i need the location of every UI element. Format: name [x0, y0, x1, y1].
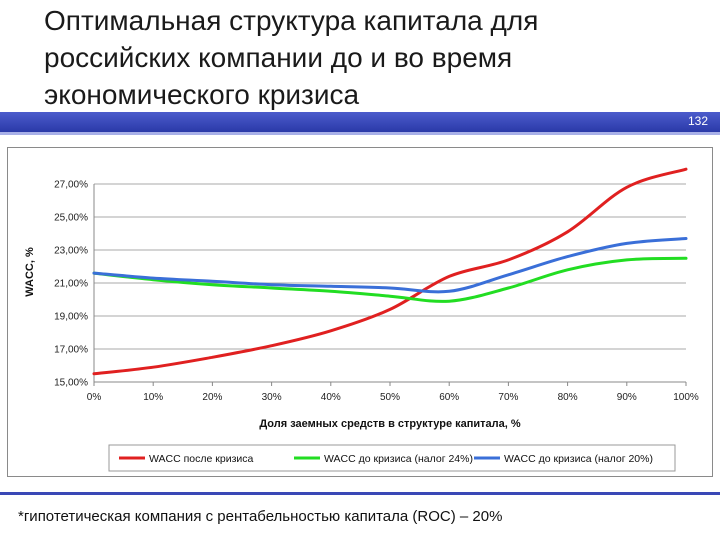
y-tick-label: 27,00% — [54, 180, 88, 191]
y-tick-label: 19,00% — [54, 312, 88, 323]
footnote: *гипотетическая компания с рентабельност… — [18, 508, 503, 525]
slide-number: 132 — [687, 114, 708, 128]
bottom-rule — [0, 492, 720, 495]
y-axis-title: WACC, % — [24, 247, 36, 297]
y-tick-label: 21,00% — [54, 279, 88, 290]
title-bar-stripe — [0, 132, 720, 135]
legend-label-1: WACC после кризиса — [149, 453, 253, 465]
legend-label-2: WACC до кризиса (налог 24%) — [324, 453, 473, 465]
x-tick-label: 30% — [262, 392, 282, 403]
title-bar — [0, 112, 720, 132]
x-tick-label: 40% — [321, 392, 341, 403]
y-tick-label: 17,00% — [54, 345, 88, 356]
legend-label-3: WACC до кризиса (налог 20%) — [504, 453, 653, 465]
x-tick-label: 20% — [202, 392, 222, 403]
x-tick-label: 90% — [617, 392, 637, 403]
x-tick-label: 80% — [558, 392, 578, 403]
legend-box — [108, 444, 676, 472]
y-tick-label: 25,00% — [54, 213, 88, 224]
series-line-2 — [92, 256, 688, 303]
slide-title: Оптимальная структура капитала для росси… — [44, 5, 539, 110]
wacc-line-chart: 15,00% 17,00% 19,00% 21,00% 23,00% 25,00% 27,0… — [24, 167, 699, 472]
x-tick-label: 100% — [673, 392, 699, 403]
x-axis-title: Доля заемных средств в структуре капитал… — [259, 418, 521, 430]
x-tick-label: 50% — [380, 392, 400, 403]
y-tick-label: 15,00% — [54, 378, 88, 389]
series-line-3 — [92, 237, 688, 294]
legend: WACC после кризиса WACC до кризиса (налог… — [108, 444, 676, 472]
series-layer — [92, 167, 688, 376]
legend-items: WACC после кризиса WACC до кризиса (налог… — [119, 453, 653, 465]
axis-layer: 15,00% 17,00% 19,00% 21,00% 23,00% 25,00% 27,0… — [54, 180, 699, 404]
x-tick-label: 70% — [498, 392, 518, 403]
chart-frame: 15,00% 17,00% 19,00% 21,00% 23,00% 25,00% 27,0… — [7, 147, 713, 477]
y-tick-label: 23,00% — [54, 246, 88, 257]
x-tick-label: 60% — [439, 392, 459, 403]
x-tick-label: 10% — [143, 392, 163, 403]
series-line-1 — [92, 167, 688, 376]
x-tick-label: 0% — [87, 392, 102, 403]
